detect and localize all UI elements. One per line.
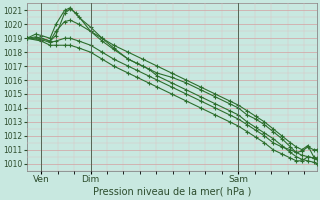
X-axis label: Pression niveau de la mer( hPa ): Pression niveau de la mer( hPa ) bbox=[92, 187, 251, 197]
